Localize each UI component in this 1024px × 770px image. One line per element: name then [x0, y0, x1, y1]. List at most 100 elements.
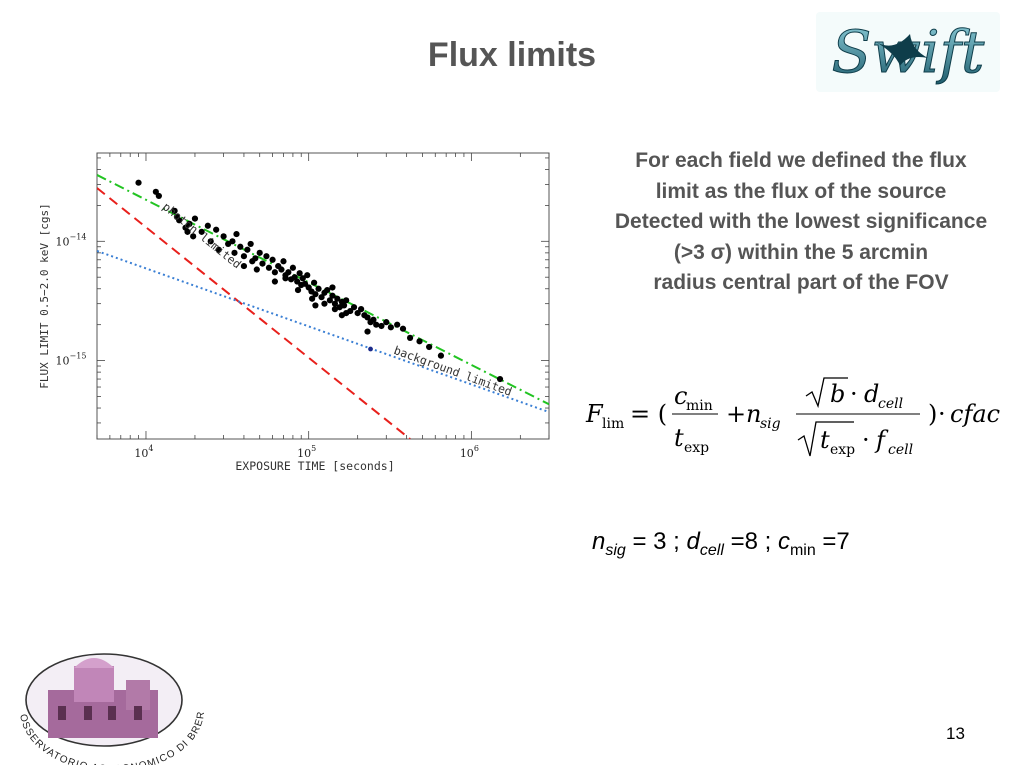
data-point [312, 302, 319, 309]
data-point [280, 258, 287, 265]
svg-text:): ) [928, 400, 937, 428]
data-point [294, 286, 302, 294]
data-point [176, 217, 183, 224]
data-point [315, 285, 322, 292]
data-point [299, 275, 306, 282]
data-point [135, 179, 142, 186]
series-line-dashed [97, 187, 411, 439]
svg-text:exp: exp [830, 442, 855, 458]
y-tick-label: 10−15 [56, 352, 87, 368]
data-point [383, 319, 390, 326]
data-point [496, 375, 504, 383]
description-line-1: For each field we defined the flux [635, 149, 967, 172]
description-line-4: (>3 σ) within the 5 arcmin [673, 240, 929, 264]
description-text: For each field we defined the flux limit… [578, 146, 1024, 299]
data-point [282, 275, 289, 282]
flux-limit-chart: 104 105 106 10−14 10−15 photon limited backgr… [30, 148, 560, 488]
description-line-3: Detected with the lowest significance [614, 210, 988, 233]
data-point [387, 324, 394, 331]
x-tick-label: 106 [460, 444, 479, 460]
svg-text:= (: = ( [630, 400, 667, 428]
svg-text:cfac: cfac [950, 400, 1000, 428]
data-point [271, 278, 278, 285]
data-point [331, 300, 339, 307]
data-point [253, 266, 260, 273]
x-tick-label: 105 [297, 444, 316, 460]
data-point [326, 297, 333, 304]
svg-text:t: t [820, 426, 830, 454]
data-point [252, 255, 259, 262]
svg-text:lim: lim [602, 416, 624, 432]
data-point [340, 302, 348, 309]
data-point [233, 230, 240, 238]
data-point [312, 291, 319, 298]
data-point [416, 338, 423, 345]
svg-text:exp: exp [684, 440, 709, 456]
svg-text:cell: cell [888, 442, 913, 458]
svg-text:n: n [746, 400, 761, 428]
data-point [294, 278, 301, 285]
data-point [269, 256, 276, 263]
data-point [304, 272, 311, 279]
data-point [256, 249, 263, 256]
data-point [220, 233, 227, 240]
data-point [364, 314, 371, 321]
data-point [198, 228, 205, 235]
data-point [370, 316, 377, 323]
data-point [171, 207, 178, 214]
data-point [278, 266, 285, 273]
data-point [364, 328, 371, 335]
data-point [191, 215, 199, 222]
data-point [334, 295, 341, 302]
data-point [237, 243, 244, 250]
data-point [329, 284, 336, 291]
data-point [324, 286, 331, 294]
data-point [204, 222, 211, 229]
data-point [184, 228, 191, 235]
data-point [329, 292, 336, 299]
flux-limit-formula: F lim = ( c min t exp + n sig b · d cell… [580, 370, 1020, 470]
description-line-5: radius central part of the FOV [653, 271, 949, 294]
plot-frame [96, 152, 550, 440]
svg-text:f: f [874, 426, 889, 454]
data-point [357, 306, 365, 313]
data-point [309, 295, 316, 302]
data-point [247, 240, 254, 248]
data-point [343, 297, 350, 304]
x-tick-label: 104 [134, 444, 153, 460]
svg-text:+: + [726, 400, 746, 428]
data-point [350, 304, 358, 311]
data-point [240, 262, 248, 270]
data-point [155, 192, 162, 200]
data-point [394, 321, 401, 328]
data-point [289, 264, 297, 271]
swift-logo: Swift [816, 12, 1000, 92]
data-point [190, 233, 197, 240]
svg-text:F: F [585, 400, 604, 428]
data-point [207, 238, 214, 245]
data-point-special [368, 346, 373, 352]
data-point [399, 325, 407, 332]
parameter-values: nsig = 3 ; dcell =8 ; cmin =7 [592, 528, 850, 559]
data-point [426, 343, 433, 351]
svg-text:d: d [864, 380, 879, 408]
data-point [229, 238, 236, 245]
description-line-2: limit as the flux of the source [655, 179, 947, 203]
data-point [296, 270, 303, 277]
svg-text:·: · [850, 380, 858, 408]
slide-title: Flux limits [427, 36, 597, 74]
data-point [378, 322, 385, 330]
svg-text:sig: sig [760, 416, 781, 432]
data-point [263, 253, 270, 260]
svg-text:·: · [938, 400, 946, 428]
data-point [265, 264, 273, 271]
y-axis-label: FLUX LIMIT 0.5−2.0 keV [cgs] [38, 203, 51, 388]
data-point [244, 246, 251, 253]
svg-text:b: b [830, 380, 845, 408]
data-point [331, 306, 339, 313]
data-point [231, 249, 238, 256]
data-point [321, 300, 328, 307]
page-number: 13 [946, 724, 965, 743]
data-point [338, 312, 345, 319]
data-point [215, 246, 222, 253]
